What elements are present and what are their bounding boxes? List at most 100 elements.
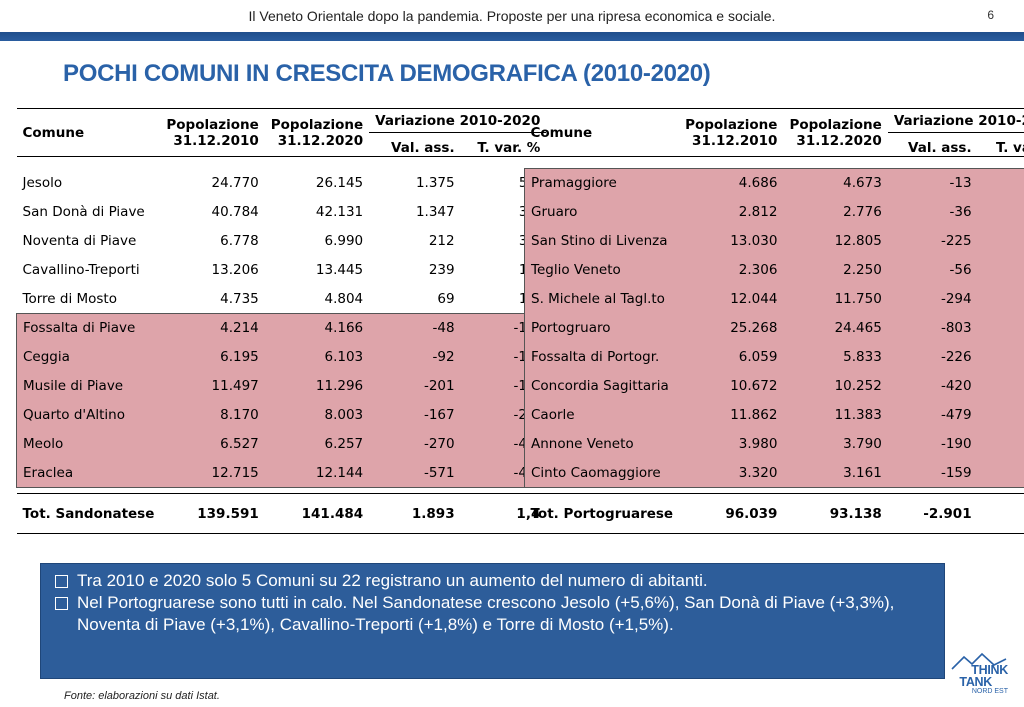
cell-t-var: -1,7 <box>977 226 1024 256</box>
column-header-val-ass: Val. ass. <box>391 140 455 156</box>
cell-val-ass: 239 <box>428 262 455 278</box>
cell-pop2010: 6.527 <box>160 429 265 459</box>
header-divider <box>887 156 978 169</box>
summary-bullet-text: Nel Portogruarese sono tutti in calo. Ne… <box>77 593 895 634</box>
cell-comune: Fossalta di Piave <box>16 313 161 343</box>
cell-comune: Jesolo <box>22 175 63 191</box>
cell-val-ass: -190 <box>887 429 978 459</box>
total-row: Tot. Sandonatese 139.591 141.484 1.893 1,4 <box>16 493 547 534</box>
cell-comune: Ceggia <box>16 342 161 372</box>
cell-comune: Gruaro <box>524 197 680 227</box>
logo-line1: THINK <box>971 663 1008 677</box>
column-header-pop2010-date: 31.12.2010 <box>692 132 778 149</box>
header-divider <box>679 156 784 169</box>
total-comune: Tot. Sandonatese <box>16 493 161 534</box>
cell-comune: S. Michele al Tagl.to <box>524 284 680 314</box>
cell-pop2020: 4.166 <box>264 313 370 343</box>
cell-comune: San Donà di Piave <box>22 204 145 220</box>
cell-pop2020: 4.673 <box>783 168 888 198</box>
cell-val-ass: -420 <box>887 371 978 401</box>
cell-comune: Pramaggiore <box>524 168 680 198</box>
cell-pop2010: 6.778 <box>220 233 259 249</box>
header-divider <box>16 156 161 169</box>
cell-val-ass: 1.375 <box>415 175 455 191</box>
cell-comune: Cinto Caomaggiore <box>524 458 680 488</box>
total-pop2010: 96.039 <box>679 493 784 534</box>
cell-t-var: -2,4 <box>977 255 1024 285</box>
header-divider <box>977 156 1024 169</box>
column-header-pop2020: Popolazione <box>264 108 370 133</box>
cell-pop2010: 25.268 <box>679 313 784 343</box>
cell-pop2020: 6.257 <box>264 429 370 459</box>
cell-comune: Quarto d'Altino <box>16 400 161 430</box>
cell-pop2020: 11.383 <box>783 400 888 430</box>
column-header-comune: Comune <box>524 108 680 157</box>
total-val-ass: -2.901 <box>887 493 978 534</box>
cell-pop2020: 3.161 <box>783 458 888 488</box>
header-divider <box>369 156 461 169</box>
cell-t-var: -2,4 <box>977 284 1024 314</box>
cell-comune: Fossalta di Portogr. <box>524 342 680 372</box>
total-comune: Tot. Portogruarese <box>524 493 680 534</box>
cell-pop2010: 11.862 <box>679 400 784 430</box>
cell-pop2020: 11.296 <box>264 371 370 401</box>
column-header-pop2020: Popolazione <box>783 108 888 133</box>
cell-val-ass: -479 <box>887 400 978 430</box>
cell-pop2010: 12.715 <box>160 458 265 488</box>
cell-val-ass: -294 <box>887 284 978 314</box>
cell-pop2020: 5.833 <box>783 342 888 372</box>
cell-pop2010: 12.044 <box>679 284 784 314</box>
column-header-pop2010: Popolazione <box>160 108 265 133</box>
cell-val-ass: -571 <box>369 458 461 488</box>
cell-comune: Musile di Piave <box>16 371 161 401</box>
cell-pop2010: 6.195 <box>160 342 265 372</box>
header-divider <box>524 156 680 169</box>
cell-val-ass: -201 <box>369 371 461 401</box>
cell-pop2020: 12.805 <box>783 226 888 256</box>
cell-t-var: -3,7 <box>977 342 1024 372</box>
cell-pop2010: 2.812 <box>679 197 784 227</box>
cell-pop2010: 24.770 <box>211 175 259 191</box>
cell-comune: Cavallino-Treporti <box>22 262 140 278</box>
cell-val-ass: -159 <box>887 458 978 488</box>
total-pop2010: 139.591 <box>160 493 265 534</box>
cell-val-ass: -226 <box>887 342 978 372</box>
cell-comune: Noventa di Piave <box>22 233 137 249</box>
column-header-comune: Comune <box>16 108 161 157</box>
cell-val-ass: 1.347 <box>415 204 455 220</box>
cell-t-var: -3,9 <box>977 371 1024 401</box>
cell-comune: Portogruaro <box>524 313 680 343</box>
cell-val-ass: -225 <box>887 226 978 256</box>
page-title: POCHI COMUNI IN CRESCITA DEMOGRAFICA (20… <box>63 60 711 87</box>
cell-val-ass: -36 <box>887 197 978 227</box>
header-bar <box>0 32 1024 41</box>
column-header-variazione: Variazione 2010-2020 <box>887 108 1024 133</box>
cell-pop2020: 13.445 <box>315 262 364 278</box>
logo-line2: TANK <box>959 675 992 689</box>
total-pop2020: 93.138 <box>783 493 888 534</box>
cell-pop2010: 8.170 <box>160 400 265 430</box>
total-t-var: -3,0 <box>977 493 1024 534</box>
cell-comune: San Stino di Livenza <box>524 226 680 256</box>
right-table: Comune Popolazione Popolazione Variazione 2… <box>524 108 1024 534</box>
cell-pop2010: 10.672 <box>679 371 784 401</box>
source-note: Fonte: elaborazioni su dati Istat. <box>64 690 220 702</box>
cell-val-ass: -56 <box>887 255 978 285</box>
mountain-logo-icon <box>951 652 1007 670</box>
cell-pop2010: 13.206 <box>211 262 259 278</box>
cell-pop2020: 2.250 <box>783 255 888 285</box>
cell-pop2010: 3.980 <box>679 429 784 459</box>
cell-comune: Concordia Sagittaria <box>524 371 680 401</box>
